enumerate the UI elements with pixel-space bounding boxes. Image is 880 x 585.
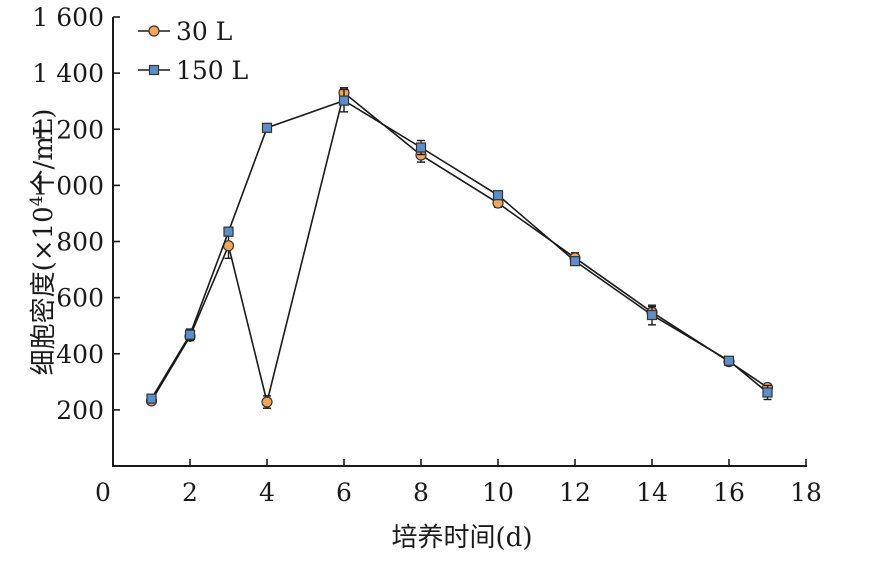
x-tick-label: 10 — [482, 478, 514, 507]
data-point — [261, 122, 273, 133]
series-line — [150, 91, 768, 403]
x-tick-label: 12 — [559, 478, 591, 507]
y-tick-label: 1 600 — [32, 3, 104, 32]
data-point — [146, 393, 157, 404]
legend-label-30l: 30 L — [176, 17, 232, 46]
data-point — [223, 226, 234, 237]
legend: 30 L 150 L — [138, 17, 248, 85]
x-tick-label: 16 — [713, 478, 745, 507]
data-point — [646, 309, 658, 321]
series-1 — [146, 88, 773, 404]
y-tick-label: 1 400 — [32, 59, 104, 88]
data-point — [338, 95, 350, 106]
legend-item-30l: 30 L — [138, 17, 232, 46]
series-layer — [145, 87, 774, 409]
data-point — [261, 396, 273, 408]
legend-marker-30l — [148, 25, 160, 37]
x-tick-label: 4 — [259, 478, 275, 507]
legend-label-150l: 150 L — [176, 56, 248, 85]
x-tick-label: 14 — [636, 478, 668, 507]
y-tick-label: 1 200 — [32, 115, 104, 144]
data-point — [492, 190, 504, 201]
y-tick-label: 200 — [56, 396, 104, 425]
y-tick-label: 400 — [56, 340, 104, 369]
data-point — [762, 387, 773, 398]
x-ticks: 0 2 4 6 8 10 12 14 16 18 — [95, 459, 822, 507]
y-tick-label: 800 — [56, 228, 104, 257]
series-0 — [145, 87, 774, 409]
x-tick-label: 18 — [790, 478, 822, 507]
legend-item-150l: 150 L — [138, 56, 248, 85]
x-axis-title: 培养时间(d) — [392, 523, 533, 553]
y-axis-title: 细胞密度(×104个/mL) — [27, 109, 59, 376]
y-axis-title-exponent: 4 — [27, 195, 47, 206]
svg-text:细胞密度(×104个/mL): 细胞密度(×104个/mL) — [27, 109, 59, 376]
x-tick-label: 8 — [413, 478, 429, 507]
y-tick-label: 1 000 — [32, 171, 104, 200]
series-line — [150, 99, 769, 400]
data-point — [184, 329, 196, 340]
data-point — [723, 355, 735, 366]
x-tick-label: 6 — [336, 478, 352, 507]
x-tick-label: 0 — [95, 478, 111, 507]
data-point — [415, 142, 427, 153]
data-point — [569, 256, 581, 267]
y-axis-title-main: 细胞密度( — [29, 261, 59, 375]
y-axis-title-times: ×10 — [29, 206, 59, 261]
legend-marker-150l — [148, 64, 160, 76]
y-axis-title-unit: 个/mL) — [29, 109, 59, 196]
y-ticks: 200 400 600 800 1 000 1 200 1 400 1 600 — [32, 3, 120, 425]
y-tick-label: 600 — [56, 284, 104, 313]
x-tick-label: 2 — [182, 478, 198, 507]
